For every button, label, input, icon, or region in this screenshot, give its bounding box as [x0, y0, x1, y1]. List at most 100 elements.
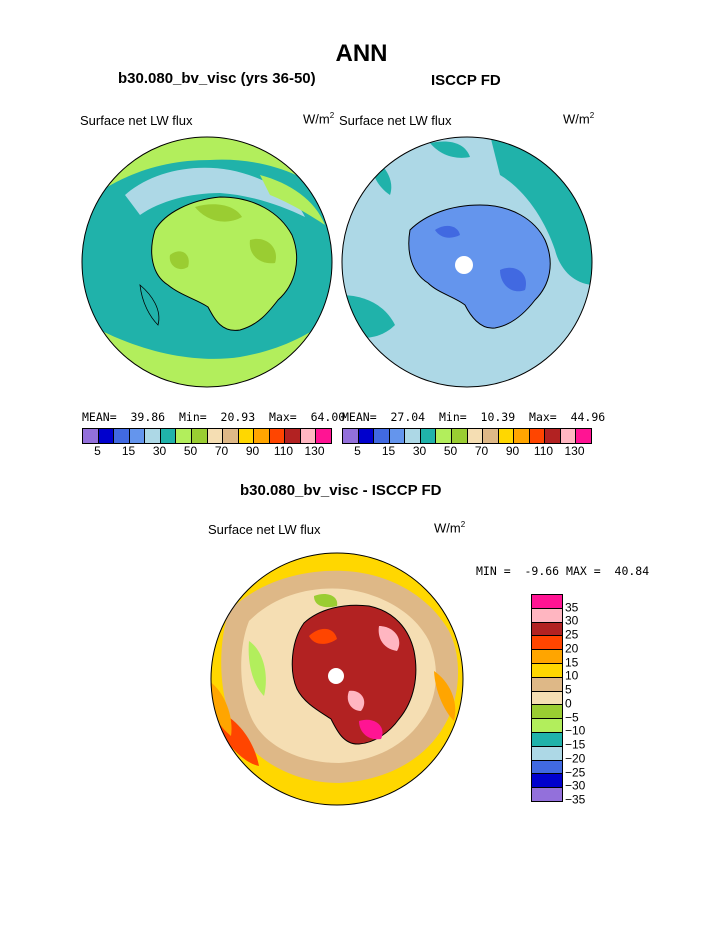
colorbar-swatch [532, 636, 562, 651]
map-border [81, 136, 333, 388]
colorbar-swatch [98, 429, 115, 443]
colorbar-swatch [532, 622, 562, 637]
colorbar-swatch [374, 429, 390, 443]
colorbar-swatch [483, 429, 499, 443]
colorbar-swatch [238, 429, 255, 443]
colorbar-swatch [358, 429, 375, 443]
map-fill-orange-w [211, 681, 232, 736]
colorbar-tick-label: 110 [533, 444, 554, 458]
colorbar-tick-label: 15 [121, 444, 136, 458]
map-fill-green-n [314, 594, 338, 608]
right-colorbar [342, 428, 592, 444]
peninsula-outline [139, 284, 160, 326]
map-fill-ocean-ne [490, 137, 592, 285]
map-border [210, 552, 464, 806]
colorbar-tick-label: 20 [565, 641, 579, 656]
colorbar-swatch [532, 663, 562, 678]
left-panel-units: W/m2 [303, 111, 335, 127]
diff-colorbar-ticks: 35 30 25 20 15 10 5 0 −5 −10 −15 −20 −25 −30 −35 [565, 594, 605, 806]
map-fill-dark-green-1 [195, 204, 242, 222]
colorbar-tick-label: 30 [152, 444, 167, 458]
map-fill-blue-2 [500, 267, 526, 292]
diff-panel-variable: Surface net LW flux [208, 522, 321, 537]
map-fill-blue-1 [435, 225, 460, 238]
colorbar-swatch [343, 429, 359, 443]
left-panel-subtitle: b30.080_bv_visc (yrs 36-50) [118, 70, 316, 87]
colorbar-swatch [207, 429, 224, 443]
pole-hole [455, 256, 473, 274]
colorbar-tick-label: 15 [381, 444, 396, 458]
colorbar-swatch [316, 429, 331, 443]
colorbar-tick-label: −30 [565, 778, 586, 793]
colorbar-swatch [514, 429, 530, 443]
colorbar-tick-label: 5 [565, 682, 572, 697]
colorbar-swatch [451, 429, 468, 443]
colorbar-swatch [498, 429, 515, 443]
map-fill-green-w [248, 641, 266, 696]
colorbar-swatch [269, 429, 286, 443]
map-fill-dark-green-3 [169, 251, 189, 270]
map-fill-light-band [125, 167, 305, 217]
colorbar-swatch [145, 429, 161, 443]
left-panel-stats: MEAN= 39.86 Min= 20.93 Max= 64.00 [82, 410, 346, 424]
colorbar-swatch [129, 429, 146, 443]
colorbar-swatch [532, 732, 562, 747]
map-fill-patch [260, 175, 325, 225]
diff-panel-units: W/m2 [434, 520, 466, 536]
colorbar-swatch [532, 746, 562, 761]
colorbar-tick-label: 5 [94, 444, 101, 458]
colorbar-tick-label: 35 [565, 600, 579, 615]
colorbar-swatch [300, 429, 317, 443]
colorbar-tick-label: 50 [443, 444, 458, 458]
colorbar-tick-label: 90 [505, 444, 520, 458]
colorbar-tick-label: −20 [565, 751, 586, 766]
colorbar-swatch [191, 429, 208, 443]
colorbar-tick-label: 5 [354, 444, 361, 458]
colorbar-tick-label: 15 [565, 654, 579, 669]
colorbar-swatch [176, 429, 192, 443]
right-panel-variable: Surface net LW flux [339, 113, 452, 128]
left-polar-map [81, 136, 333, 388]
colorbar-swatch [529, 429, 546, 443]
right-polar-map [341, 136, 593, 388]
colorbar-tick-label: 110 [273, 444, 294, 458]
colorbar-swatch [532, 788, 562, 801]
page-title: ANN [335, 40, 388, 67]
colorbar-tick-label: 70 [214, 444, 229, 458]
colorbar-swatch [405, 429, 421, 443]
colorbar-swatch [532, 608, 562, 623]
colorbar-swatch [436, 429, 452, 443]
colorbar-swatch [532, 774, 562, 789]
left-panel-variable: Surface net LW flux [80, 113, 193, 128]
colorbar-tick-label: 10 [565, 668, 579, 683]
map-border [341, 136, 593, 388]
diff-colorbar [531, 594, 563, 802]
colorbar-swatch [420, 429, 437, 443]
right-colorbar-ticks: 5 15 30 50 70 90 110 130 [342, 444, 592, 460]
colorbar-tick-label: 50 [183, 444, 198, 458]
colorbar-swatch [532, 650, 562, 664]
colorbar-tick-label: 70 [474, 444, 489, 458]
colorbar-swatch [560, 429, 577, 443]
colorbar-swatch [467, 429, 484, 443]
right-panel-units: W/m2 [563, 111, 595, 127]
antarctica-outline [151, 196, 298, 331]
colorbar-swatch [576, 429, 591, 443]
colorbar-tick-label: 30 [565, 613, 579, 628]
left-colorbar-ticks: 5 15 30 50 70 90 110 130 [82, 444, 332, 460]
right-panel-subtitle: ISCCP FD [431, 72, 501, 89]
colorbar-swatch [160, 429, 177, 443]
colorbar-swatch [223, 429, 239, 443]
map-fill-magenta-1 [359, 719, 383, 740]
colorbar-tick-label: 130 [564, 444, 585, 458]
colorbar-swatch [114, 429, 130, 443]
diff-polar-map [210, 552, 464, 806]
colorbar-tick-label: −5 [565, 709, 579, 724]
colorbar-tick-label: 90 [245, 444, 260, 458]
map-fill-pink-2 [347, 690, 365, 711]
left-colorbar [82, 428, 332, 444]
colorbar-swatch [83, 429, 99, 443]
colorbar-swatch [285, 429, 301, 443]
diff-panel-subtitle: b30.080_bv_visc - ISCCP FD [240, 482, 442, 499]
colorbar-swatch [389, 429, 406, 443]
